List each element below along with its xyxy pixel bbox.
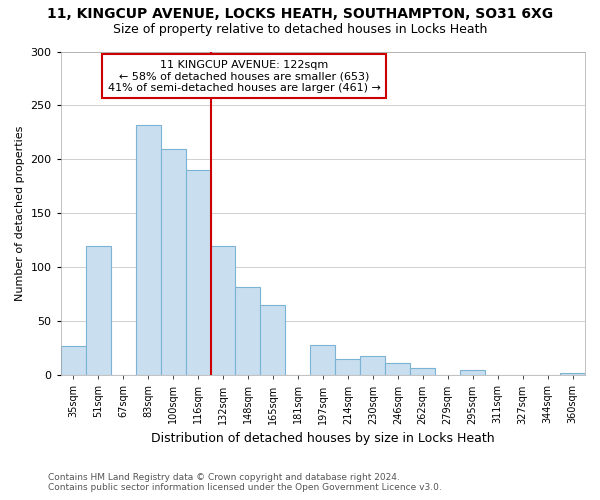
Bar: [460, 370, 485, 376]
Bar: [335, 359, 361, 376]
Bar: [61, 346, 86, 376]
Bar: [185, 170, 211, 376]
Bar: [361, 356, 385, 376]
Bar: [211, 246, 235, 376]
Bar: [410, 368, 435, 376]
Bar: [86, 246, 110, 376]
Bar: [310, 345, 335, 376]
Text: 11, KINGCUP AVENUE, LOCKS HEATH, SOUTHAMPTON, SO31 6XG: 11, KINGCUP AVENUE, LOCKS HEATH, SOUTHAM…: [47, 8, 553, 22]
Bar: [260, 305, 286, 376]
Bar: [136, 125, 161, 376]
X-axis label: Distribution of detached houses by size in Locks Heath: Distribution of detached houses by size …: [151, 432, 494, 445]
Bar: [235, 287, 260, 376]
Bar: [560, 373, 585, 376]
Text: 11 KINGCUP AVENUE: 122sqm
← 58% of detached houses are smaller (653)
41% of semi: 11 KINGCUP AVENUE: 122sqm ← 58% of detac…: [108, 60, 380, 93]
Y-axis label: Number of detached properties: Number of detached properties: [15, 126, 25, 301]
Text: Contains HM Land Registry data © Crown copyright and database right 2024.
Contai: Contains HM Land Registry data © Crown c…: [48, 473, 442, 492]
Bar: [385, 364, 410, 376]
Bar: [161, 148, 185, 376]
Text: Size of property relative to detached houses in Locks Heath: Size of property relative to detached ho…: [113, 22, 487, 36]
